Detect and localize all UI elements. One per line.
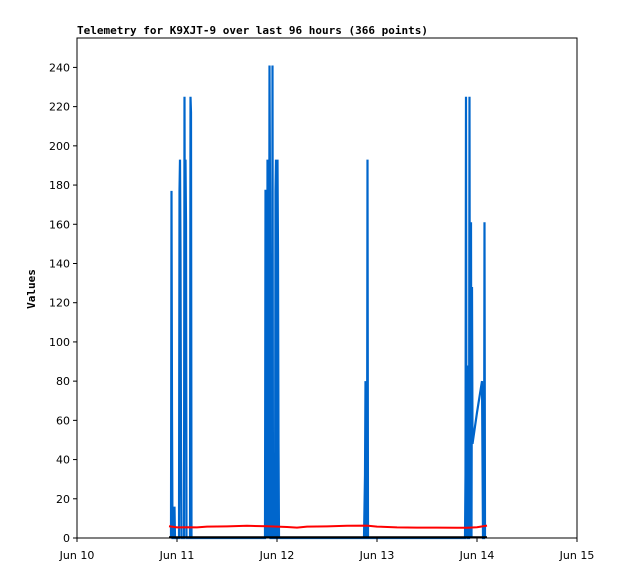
y-tick-label: 200 <box>49 140 70 153</box>
series-line <box>168 524 488 529</box>
plot-area-frame <box>76 37 578 539</box>
y-tick-label: 160 <box>49 218 70 231</box>
y-tick-label: 140 <box>49 257 70 270</box>
y-tick-label: 180 <box>49 179 70 192</box>
x-tick-label: Jun 11 <box>159 549 195 562</box>
x-tick-label: Jun 10 <box>59 549 95 562</box>
y-tick-label: 60 <box>56 414 70 427</box>
y-axis: 0 20 40 60 80 100 120 140 160 180 200 220 240 <box>49 61 77 545</box>
x-tick-label: Jun 14 <box>459 549 495 562</box>
y-tick-label: 20 <box>56 493 70 506</box>
x-tick-label: Jun 13 <box>359 549 395 562</box>
y-tick-label: 220 <box>49 101 70 114</box>
y-tick-label: 0 <box>63 532 70 545</box>
y-tick-label: 40 <box>56 454 70 467</box>
y-tick-label: 240 <box>49 61 70 74</box>
chart-title: Telemetry for K9XJT-9 over last 96 hours… <box>77 24 428 37</box>
y-tick-label: 80 <box>56 375 70 388</box>
x-axis: Jun 10 Jun 11 Jun 12 Jun 13 Jun 14 Jun 15 <box>59 538 595 562</box>
y-tick-label: 120 <box>49 297 70 310</box>
x-tick-label: Jun 12 <box>259 549 295 562</box>
x-tick-label: Jun 15 <box>559 549 595 562</box>
y-axis-label: Values <box>25 269 38 309</box>
y-tick-label: 100 <box>49 336 70 349</box>
